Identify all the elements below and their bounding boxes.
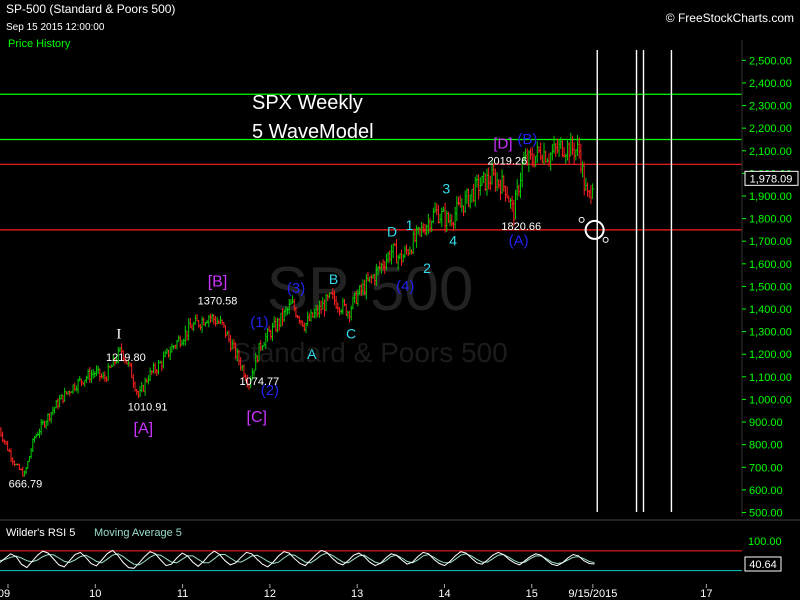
rsi-legend-rsi: Wilder's RSI 5 xyxy=(6,527,75,539)
wave-label-6: 1370.58 xyxy=(198,295,238,307)
y-tick-label: 1,000.00 xyxy=(749,394,792,406)
rsi-last-value: 40.64 xyxy=(749,559,777,571)
rsi-line xyxy=(0,549,595,569)
wave-label-4: 666.79 xyxy=(9,479,43,491)
wave-label-17: 1 xyxy=(406,217,414,233)
wave-label-8: (2) xyxy=(261,382,279,399)
target-dot-left xyxy=(578,216,585,223)
rsi-axis-100: 100.00 xyxy=(748,536,782,548)
y-tick-label: 1,900.00 xyxy=(749,191,792,203)
wave-label-20: 4 xyxy=(449,233,457,249)
panel-label: Price History xyxy=(8,38,71,50)
y-tick-label: 600.00 xyxy=(749,485,783,497)
wave-label-19: 3 xyxy=(442,181,450,197)
brand-label[interactable]: © FreeStockCharts.com xyxy=(666,11,794,25)
datetime-label: Sep 15 2015 12:00:00 xyxy=(6,22,105,33)
wave-label-15: (4) xyxy=(396,278,414,295)
watermark-symbol: SP-500 xyxy=(267,255,474,324)
wave-label-25: (A) xyxy=(509,233,529,250)
wave-label-10: [C] xyxy=(247,409,267,426)
wave-label-23: (B) xyxy=(517,131,537,148)
wave-label-13: B xyxy=(329,271,338,287)
y-tick-label: 1,500.00 xyxy=(749,281,792,293)
y-tick-label: 800.00 xyxy=(749,440,783,452)
x-tick-label: 15 xyxy=(526,588,538,600)
symbol-title: SP-500 (Standard & Poors 500) xyxy=(6,2,175,16)
time-axis: 09 10 11 12 13 14 15 9/15/2015 17 xyxy=(0,584,712,600)
x-tick-label: 13 xyxy=(351,588,363,600)
watermark-name: Standard & Poors 500 xyxy=(232,337,508,368)
y-tick-label: 500.00 xyxy=(749,507,783,519)
rsi-legend: Wilder's RSI 5 Moving Average 5 xyxy=(6,527,182,539)
wave-label-0: I xyxy=(116,326,121,342)
wave-label-16: D xyxy=(387,224,397,240)
y-tick-label: 1,800.00 xyxy=(749,214,792,226)
wave-label-14: C xyxy=(346,325,356,341)
wave-label-2: 1010.91 xyxy=(128,402,168,414)
rsi-panel xyxy=(0,549,742,572)
y-tick-label: 1,200.00 xyxy=(749,349,792,361)
price-hlines xyxy=(0,93,742,231)
wave-annotations: I 1219.80 1010.91 [A] 666.79 [B] 1370.58 (1) (2)… xyxy=(9,131,609,491)
target-circle xyxy=(584,219,605,240)
wave-label-12: A xyxy=(307,346,317,362)
x-tick-label: 9/15/2015 xyxy=(568,588,617,600)
y-tick-label: 2,200.00 xyxy=(749,123,792,135)
rsi-legend-ma: Moving Average 5 xyxy=(94,527,182,539)
wave-label-9: 1074.77 xyxy=(240,376,280,388)
wave-label-5: [B] xyxy=(208,273,228,290)
y-tick-label: 1,700.00 xyxy=(749,236,792,248)
target-dot-right xyxy=(602,236,609,243)
wave-label-24: 1820.66 xyxy=(501,221,541,233)
y-tick-label: 2,500.00 xyxy=(749,55,792,67)
rsi-last-badge: 40.64 xyxy=(744,556,782,572)
last-price-value: 1,978.09 xyxy=(750,173,793,185)
wave-label-18: 2 xyxy=(423,260,431,276)
x-tick-label: 12 xyxy=(264,588,276,600)
last-price-badge: 1,978.09 xyxy=(744,170,799,186)
y-tick-label: 1,400.00 xyxy=(749,304,792,316)
y-tick-label: 700.00 xyxy=(749,462,783,474)
y-tick-label: 2,100.00 xyxy=(749,146,792,158)
y-tick-label: 2,300.00 xyxy=(749,101,792,113)
x-tick-label: 11 xyxy=(177,588,188,600)
x-tick-label: 09 xyxy=(0,588,10,600)
x-tick-label: 17 xyxy=(700,588,712,600)
wave-label-22: [D] xyxy=(493,136,512,153)
y-tick-label: 2,400.00 xyxy=(749,78,792,90)
wave-label-21: 2019.26 xyxy=(487,155,527,167)
x-tick-label: 14 xyxy=(438,588,450,600)
time-vlines xyxy=(596,50,673,512)
price-bars xyxy=(0,132,595,477)
wave-label-11: (3) xyxy=(287,280,305,297)
y-tick-label: 1,600.00 xyxy=(749,259,792,271)
wave-label-7: (1) xyxy=(250,314,268,331)
wave-label-1: 1219.80 xyxy=(106,352,146,364)
x-tick-label: 10 xyxy=(89,588,101,600)
y-tick-label: 1,300.00 xyxy=(749,327,792,339)
chart-title-line1: SPX Weekly xyxy=(252,92,363,114)
y-tick-label: 1,100.00 xyxy=(749,372,792,384)
rsi-ma-line xyxy=(0,552,595,566)
wave-label-3: [A] xyxy=(134,420,154,437)
chart-title-line2: 5 WaveModel xyxy=(252,121,374,143)
y-tick-label: 900.00 xyxy=(749,417,783,429)
